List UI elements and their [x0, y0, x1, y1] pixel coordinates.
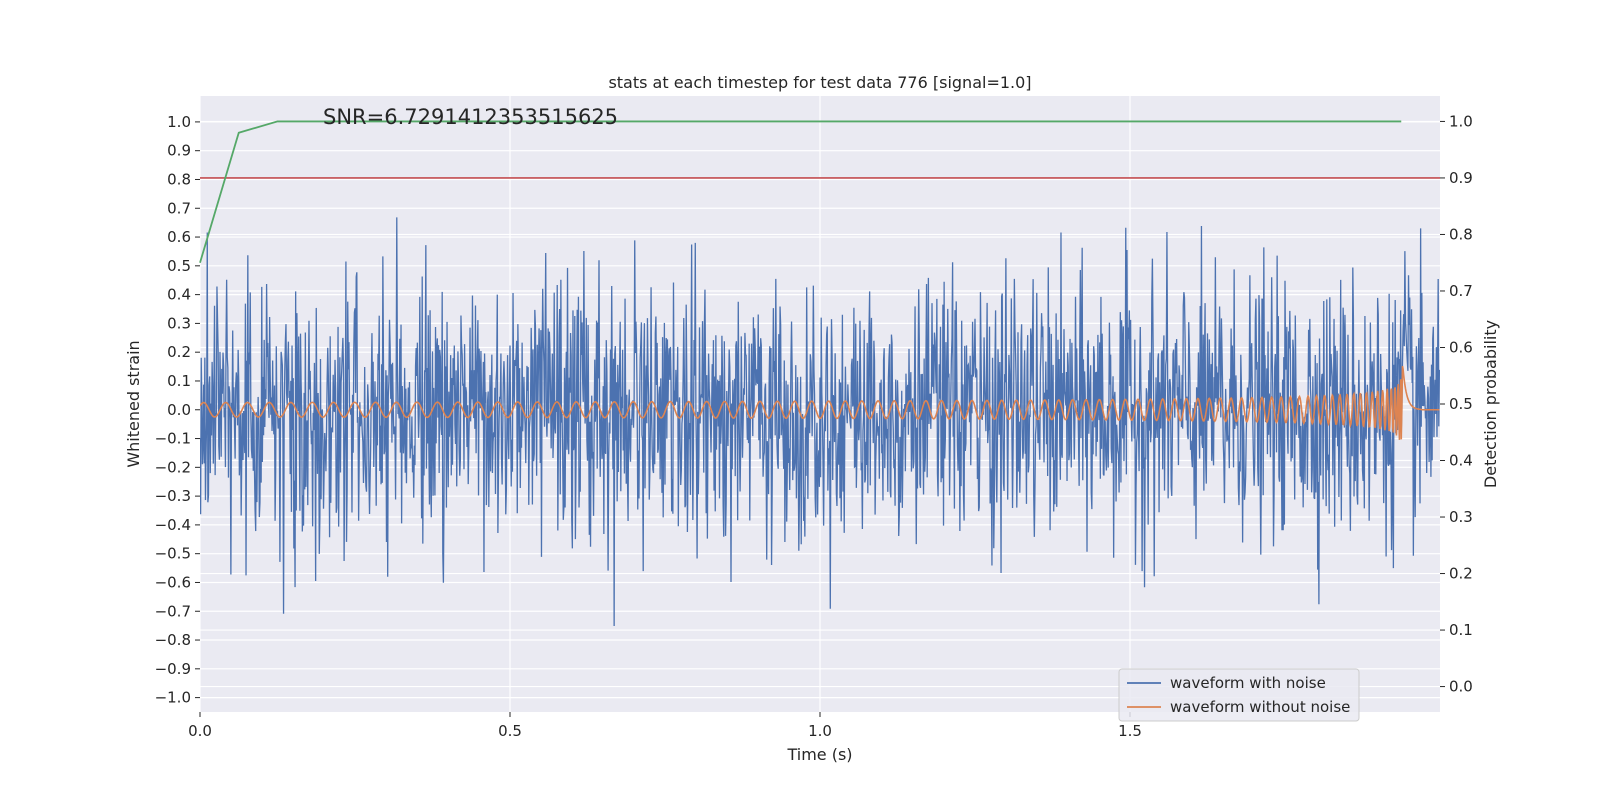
- tick-label-y-right: 1.0: [1449, 112, 1473, 130]
- series-detection-probability: [199, 120, 1402, 263]
- tick-label-y-left: −1.0: [155, 689, 191, 707]
- tick-label-y-left: 0.9: [167, 142, 191, 160]
- tick-label-y-left: −0.3: [155, 487, 191, 505]
- tick-label-y-left: 0.6: [167, 228, 191, 246]
- tick-label-y-left: −0.5: [155, 545, 191, 563]
- tick-label-y-right: 0.1: [1449, 621, 1473, 639]
- tick-label-y-left: 0.0: [167, 401, 191, 419]
- ticks: 1.0 0.9 0.8 0.7 0.6 0.5 0.4 0.3 0.2 0.1 0.0 −0.1 −0.…: [155, 112, 1473, 740]
- tick-label-y-right: 0.4: [1449, 452, 1473, 470]
- legend-box: [1118, 668, 1360, 722]
- tick-label-y-right: 0.2: [1449, 565, 1473, 583]
- tick-label-y-right: 0.0: [1449, 678, 1473, 696]
- tick-label-y-right: 0.5: [1449, 395, 1473, 413]
- tick-label-y-right: 0.6: [1449, 338, 1473, 356]
- snr-annotation: SNR=6.7291412353515625: [323, 105, 618, 129]
- series-waveform-without-noise: [200, 365, 1440, 440]
- tick-label-y-left: 0.2: [167, 343, 191, 361]
- tick-label-y-left: −0.1: [155, 430, 191, 448]
- tick-label-y-left: −0.2: [155, 458, 191, 476]
- tick-label-y-left: −0.8: [155, 631, 191, 649]
- tick-label-y-left: 0.5: [167, 257, 191, 275]
- tick-label-x: 0.0: [188, 722, 212, 740]
- tick-label-y-right: 0.9: [1449, 169, 1473, 187]
- tick-label-x: 1.5: [1118, 722, 1142, 740]
- tick-label-y-left: −0.9: [155, 660, 191, 678]
- tick-label-y-left: −0.7: [155, 602, 191, 620]
- tick-label-y-left: 0.8: [167, 170, 191, 188]
- tick-label-y-right: 0.8: [1449, 225, 1473, 243]
- tick-label-y-left: −0.4: [155, 516, 191, 534]
- tick-label-x: 1.0: [808, 722, 832, 740]
- chart-title: stats at each timestep for test data 776…: [608, 73, 1031, 92]
- tick-label-y-left: 0.7: [167, 199, 191, 217]
- tick-label-y-right: 0.7: [1449, 282, 1473, 300]
- tick-label-y-left: 0.1: [167, 372, 191, 390]
- y-axis-left-label: Whitened strain: [124, 340, 143, 467]
- x-axis-label: Time (s): [786, 745, 852, 764]
- legend: waveform with noise waveform without noi…: [1118, 668, 1360, 722]
- series-waveform-with-noise: [200, 217, 1440, 626]
- tick-label-y-left: 1.0: [167, 113, 191, 131]
- tick-label-y-left: 0.4: [167, 286, 191, 304]
- series-layer: [199, 120, 1440, 626]
- tick-label-x: 0.5: [498, 722, 522, 740]
- tick-label-y-left: −0.6: [155, 573, 191, 591]
- legend-label-waveform-with-noise: waveform with noise: [1170, 674, 1326, 692]
- y-axis-right-label: Detection probability: [1481, 320, 1500, 488]
- tick-label-y-right: 0.3: [1449, 508, 1473, 526]
- legend-label-waveform-without-noise: waveform without noise: [1170, 698, 1350, 716]
- tick-label-y-left: 0.3: [167, 314, 191, 332]
